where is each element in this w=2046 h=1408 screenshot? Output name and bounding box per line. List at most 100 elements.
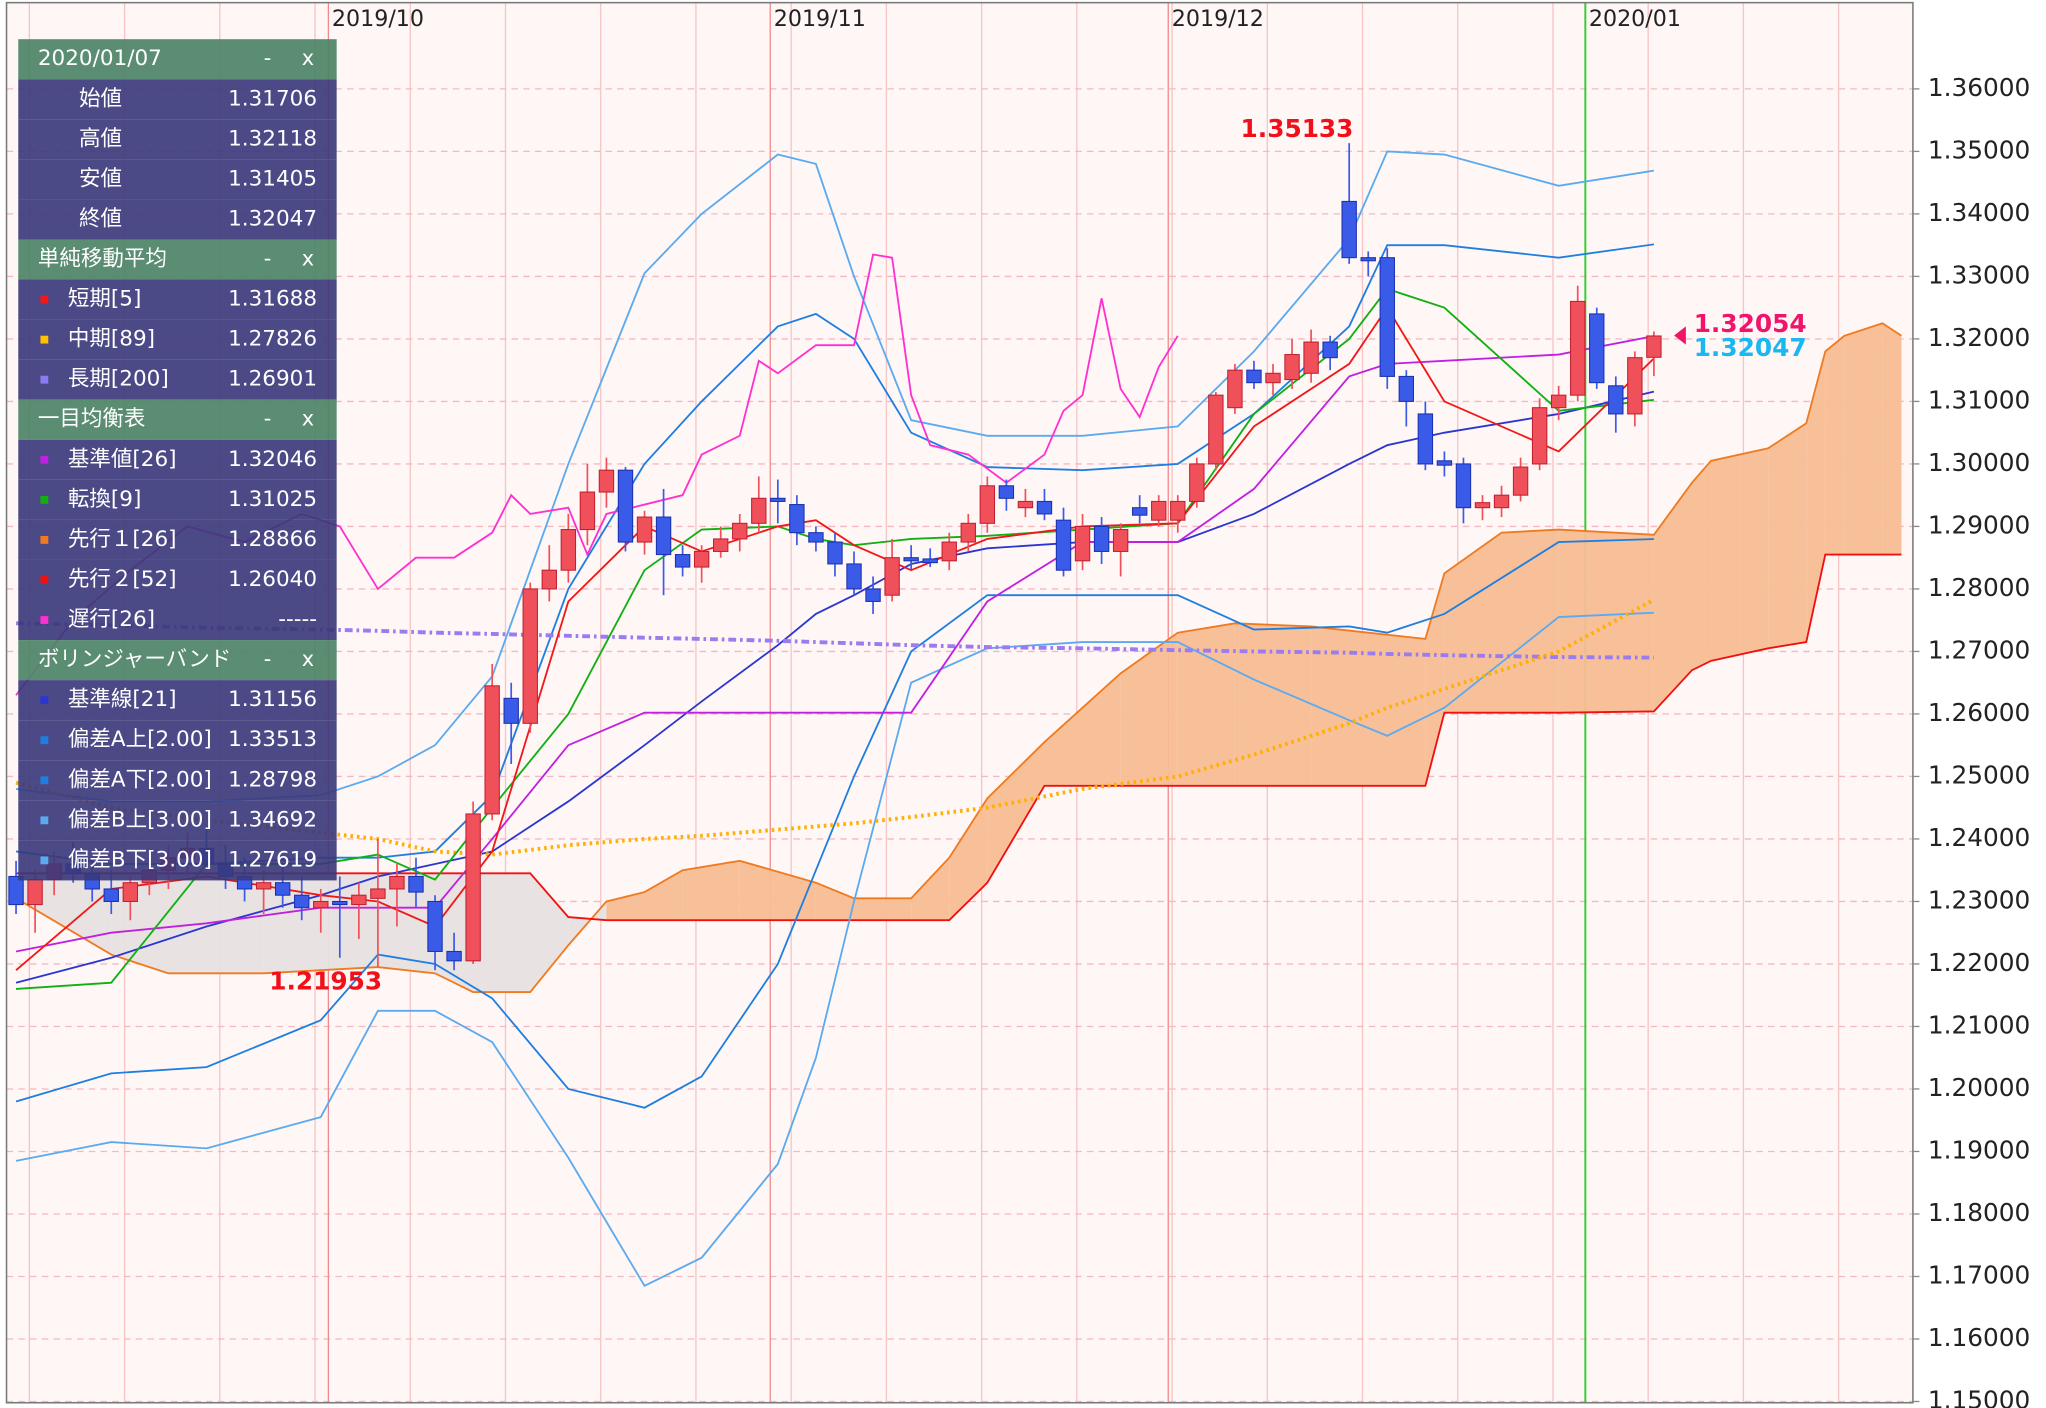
candle-body xyxy=(1036,500,1053,515)
legend-label: 先行１[26] xyxy=(68,527,177,552)
cloud-segment xyxy=(854,898,912,921)
ohlc-label: 安値 xyxy=(79,166,122,191)
legend-swatch xyxy=(40,576,49,584)
legend-value: 1.32046 xyxy=(228,447,317,472)
candle-body xyxy=(713,538,729,552)
candle-body xyxy=(1531,407,1548,465)
candle-body xyxy=(751,497,767,524)
candle-body xyxy=(560,529,577,571)
cloud-segment xyxy=(644,870,683,921)
candle-body xyxy=(1570,300,1586,396)
minimize-button[interactable]: - xyxy=(264,407,272,431)
candle-body xyxy=(1455,463,1472,509)
legend-value: 1.28866 xyxy=(228,527,317,552)
candle-body xyxy=(1360,257,1376,262)
panel-row xyxy=(18,359,337,400)
candle-body xyxy=(1474,502,1491,509)
legend-value: 1.27826 xyxy=(228,327,317,352)
y-tick-label: 1.29000 xyxy=(1928,510,2030,539)
close-button[interactable]: x xyxy=(302,647,314,671)
legend-value: 1.32118 xyxy=(228,126,317,151)
y-tick-label: 1.23000 xyxy=(1928,885,2030,914)
legend-label: 偏差B下[3.00] xyxy=(68,847,212,872)
legend-swatch xyxy=(40,616,49,624)
high-low-label: 1.21953 xyxy=(269,967,382,996)
legend-swatch xyxy=(40,776,49,785)
panel-row xyxy=(18,800,337,841)
candle-body xyxy=(1093,525,1110,552)
candle-body xyxy=(503,697,519,724)
minimize-button[interactable]: - xyxy=(264,247,272,271)
candle-body xyxy=(789,504,805,534)
candle-body xyxy=(389,875,405,890)
close-button[interactable]: x xyxy=(302,407,314,431)
indicator-line xyxy=(15,538,1654,1109)
x-tick-label: 2019/12 xyxy=(1172,6,1264,32)
section-header xyxy=(18,239,337,280)
candle-body xyxy=(465,813,481,962)
legend-swatch xyxy=(40,335,49,344)
legend-label: 基準値[26] xyxy=(68,447,177,472)
cloud-segment xyxy=(606,892,645,921)
candle-body xyxy=(1550,394,1567,409)
indicator-line xyxy=(15,253,1179,696)
cloud-segment xyxy=(682,860,740,921)
y-tick-label: 1.32000 xyxy=(1928,323,2030,352)
candle-body xyxy=(408,875,424,893)
candle-body xyxy=(313,900,329,909)
legend-swatch xyxy=(40,696,49,705)
candle-body xyxy=(1512,466,1529,496)
ohlc-label: 始値 xyxy=(79,86,122,111)
candle-body xyxy=(884,557,900,596)
candle-body xyxy=(1646,335,1662,358)
candle-body xyxy=(1303,341,1319,374)
candle-body xyxy=(1112,529,1129,552)
panel-row xyxy=(18,199,337,240)
panel-row xyxy=(18,479,337,520)
candle-body xyxy=(1341,200,1357,259)
minimize-button[interactable]: - xyxy=(264,46,272,70)
panel-row xyxy=(18,840,337,881)
y-tick-label: 1.22000 xyxy=(1928,948,2030,977)
section-title: 単純移動平均 xyxy=(38,247,167,272)
y-tick-label: 1.17000 xyxy=(1928,1260,2030,1289)
candle-body xyxy=(617,469,634,543)
legend-label: 偏差A下[2.00] xyxy=(68,767,212,792)
candle-body xyxy=(1170,500,1186,521)
price-pointer xyxy=(1674,326,1686,345)
indicator-line xyxy=(16,621,1654,660)
legend-label: 長期[200] xyxy=(68,367,169,392)
section-header xyxy=(18,39,337,80)
high-low-label: 1.35133 xyxy=(1241,114,1354,143)
legend-swatch xyxy=(40,295,49,304)
candle-body xyxy=(27,879,43,906)
cloud-segment xyxy=(1120,632,1178,786)
legend-value: 1.27619 xyxy=(228,847,317,872)
close-button[interactable]: x xyxy=(302,247,314,271)
candle-body xyxy=(1074,525,1091,562)
cloud-segment xyxy=(987,742,1045,883)
candle-body xyxy=(903,557,919,562)
candle-body xyxy=(579,491,596,531)
cloud-segment xyxy=(949,798,988,921)
candle-body xyxy=(674,554,691,568)
candle-body xyxy=(1608,385,1624,415)
close-button[interactable]: x xyxy=(302,46,314,70)
section-header xyxy=(18,399,337,440)
candle-body xyxy=(1227,369,1243,409)
legend-value: 1.31156 xyxy=(228,687,317,712)
cloud-segment xyxy=(377,873,436,974)
y-tick-label: 1.35000 xyxy=(1928,135,2030,164)
axis: 1.15000 1.16000 1.17000 1.18000 1.19000 1.200… xyxy=(332,6,2030,1408)
x-tick-label: 2020/01 xyxy=(1589,6,1681,32)
candle-body xyxy=(8,875,24,906)
candle-body xyxy=(1151,500,1167,521)
legend-swatch xyxy=(40,536,49,544)
span-a-line xyxy=(15,322,1902,994)
legend-label: 基準線[21] xyxy=(68,687,177,712)
minimize-button[interactable]: - xyxy=(264,647,272,671)
indicator-line xyxy=(15,598,1655,857)
y-tick-label: 1.34000 xyxy=(1928,198,2030,227)
indicator-line xyxy=(15,150,1655,803)
candle-body xyxy=(655,516,672,556)
